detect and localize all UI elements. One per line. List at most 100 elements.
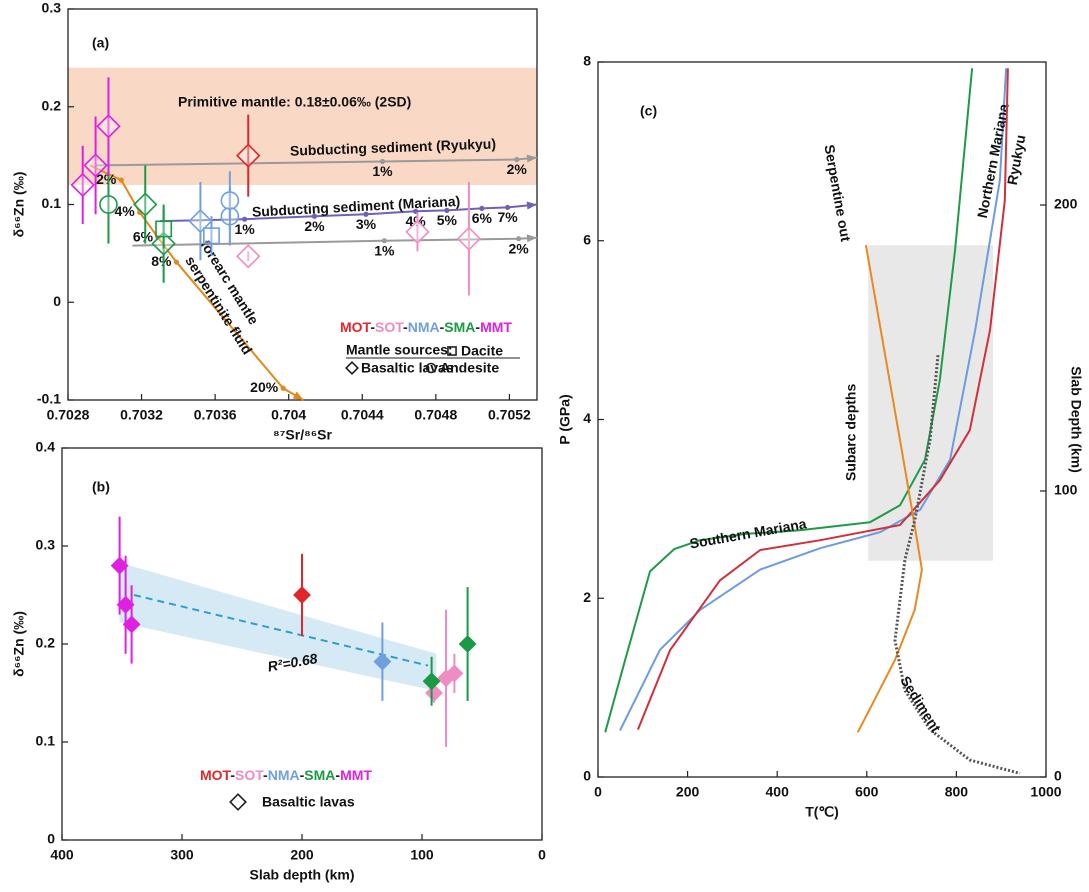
legend-entry: SMA: [444, 319, 475, 335]
mixing-point: [379, 158, 386, 165]
mixing-label: 1%: [234, 221, 255, 237]
mixing-label: 4%: [114, 203, 135, 219]
data-point: [456, 226, 482, 251]
legend-marker: [425, 362, 437, 374]
x-tick-label: 400: [766, 784, 790, 800]
line-label: Subducting sediment (Ryukyu): [290, 136, 497, 159]
curve-label: Ryukyu: [1004, 134, 1029, 187]
y2-tick-label: 100: [1054, 482, 1078, 498]
legend-title: Mantle sources:: [346, 342, 453, 358]
curve: [619, 68, 1008, 731]
data-point: [458, 635, 477, 653]
legend-separator: -: [370, 319, 375, 335]
y2-tick-label: 200: [1054, 196, 1078, 212]
mixing-label: 3%: [356, 216, 377, 232]
y-tick-label: 0.1: [36, 733, 56, 749]
panel-label: (b): [92, 479, 110, 495]
mixing-label: 1%: [374, 242, 395, 258]
data-point: [405, 219, 430, 245]
legend-entry: NMA: [408, 319, 440, 335]
x-tick-label: 0.7052: [488, 407, 531, 423]
legend-separator: -: [403, 319, 408, 335]
arrow-head: [526, 234, 537, 243]
data-point: [293, 586, 311, 604]
y-tick-label: 0.3: [36, 537, 56, 553]
data-point: [203, 227, 220, 245]
x-axis-label: Slab depth (km): [249, 867, 354, 883]
legend-label: Basaltic lavas: [262, 794, 355, 810]
mixing-label: 2%: [508, 240, 529, 256]
legend-entry: SOT: [235, 767, 264, 783]
mixing-label: 2%: [507, 161, 528, 177]
legend-separator: -: [475, 319, 480, 335]
mixing-point: [118, 177, 124, 183]
legend-label: Andesite: [440, 360, 499, 376]
mixing-point: [241, 216, 248, 222]
y-tick-label: 0.3: [42, 0, 62, 16]
y-tick-label: 0: [583, 768, 591, 784]
data-point: [236, 244, 261, 269]
curve-label: Sediment: [897, 673, 944, 735]
y-tick-label: 0.4: [36, 439, 56, 455]
data-point: [220, 191, 240, 210]
data-point: [133, 192, 158, 217]
shaded-region: [868, 245, 994, 561]
legend-entry: MMT: [340, 767, 372, 783]
y-tick-label: 0.2: [36, 635, 56, 651]
y-tick-label: 6: [583, 231, 591, 247]
x-tick-label: 600: [855, 784, 879, 800]
mixing-label: 1%: [372, 163, 393, 179]
x-tick-label: 800: [945, 784, 969, 800]
data-point: [155, 220, 173, 238]
regression-line: [133, 594, 429, 667]
x-tick-label: 200: [290, 847, 314, 863]
data-point: [83, 153, 108, 178]
mixing-line: [95, 156, 538, 167]
x-tick-label: 0.7032: [120, 407, 163, 423]
x-axis-label: T(℃): [805, 804, 839, 820]
mixing-label: 5%: [437, 212, 458, 228]
y2-axis-label: Slab Depth (km): [1068, 366, 1084, 473]
data-point: [96, 114, 121, 139]
legend-label: Dacite: [461, 343, 503, 359]
mixing-label: 6%: [133, 228, 154, 244]
mixing-point: [504, 204, 511, 211]
curve: [856, 245, 923, 733]
x-axis-label: ⁸⁷Sr/⁸⁶Sr: [273, 427, 332, 443]
curve: [636, 68, 1009, 730]
mixing-point: [514, 156, 520, 163]
legend-separator: -: [335, 767, 340, 783]
mixing-label: 2%: [96, 171, 117, 187]
mixing-point: [381, 238, 387, 244]
legend-separator: -: [300, 767, 305, 783]
x-tick-label: 0: [594, 784, 602, 800]
legend-entry: MMT: [480, 319, 512, 335]
data-point: [188, 208, 213, 234]
y-axis-label: δ⁶⁶Zn (‰): [11, 611, 27, 677]
y-axis-label: P (GPa): [557, 394, 573, 444]
y-tick-label: 8: [583, 53, 591, 69]
x-tick-label: 0.7044: [341, 407, 384, 423]
data-point: [373, 652, 392, 671]
x-tick-label: 300: [170, 847, 194, 863]
data-point: [236, 143, 261, 168]
data-point: [422, 672, 441, 691]
legend-marker: [345, 361, 359, 375]
data-point: [425, 684, 443, 702]
y2-tick-label: 0: [1054, 768, 1062, 784]
x-tick-label: 0.7048: [414, 407, 457, 423]
legend-marker: [229, 793, 247, 811]
x-tick-label: 400: [50, 847, 74, 863]
mixing-label: 20%: [250, 379, 279, 395]
y-tick-label: -0.1: [37, 391, 61, 407]
legend-separator: -: [440, 319, 445, 335]
curve: [604, 68, 974, 733]
legend: MOT-SOT-NMA-SMA-MMT: [340, 319, 512, 335]
mixing-point: [479, 205, 485, 212]
mixing-point: [363, 211, 369, 217]
arrow-head: [526, 154, 537, 163]
data-point: [445, 664, 464, 683]
mixing-label: 2%: [304, 218, 325, 234]
x-tick-label: 1000: [1030, 784, 1061, 800]
